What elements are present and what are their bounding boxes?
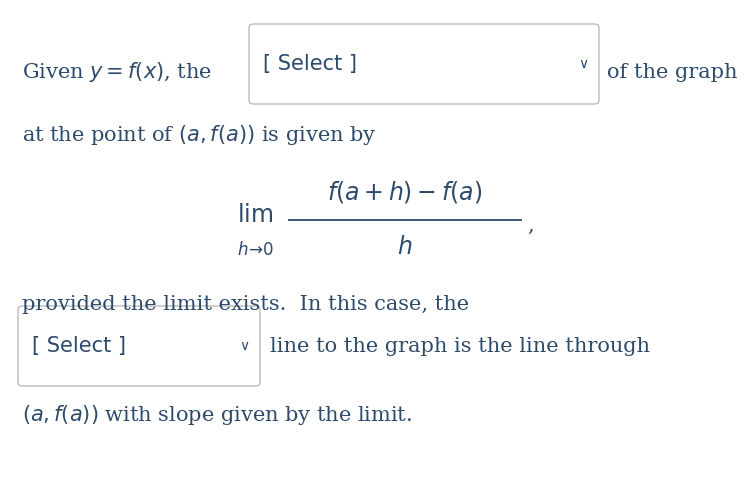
FancyBboxPatch shape — [249, 24, 599, 104]
Text: ,: , — [527, 215, 534, 235]
Text: ∨: ∨ — [578, 57, 588, 71]
Text: of the graph: of the graph — [607, 62, 737, 81]
Text: $\mathrm{lim}$: $\mathrm{lim}$ — [237, 203, 273, 227]
Text: $(a, f(a))$ with slope given by the limit.: $(a, f(a))$ with slope given by the limi… — [22, 403, 412, 427]
FancyBboxPatch shape — [18, 306, 260, 386]
Text: at the point of $(a, f(a))$ is given by: at the point of $(a, f(a))$ is given by — [22, 123, 377, 147]
Text: $h\!\rightarrow\!0$: $h\!\rightarrow\!0$ — [237, 241, 273, 259]
Text: provided the limit exists.  In this case, the: provided the limit exists. In this case,… — [22, 296, 469, 315]
Text: [ Select ]: [ Select ] — [32, 336, 126, 356]
Text: $f(a + h) - f(a)$: $f(a + h) - f(a)$ — [327, 179, 483, 205]
Text: Given $y = f(x)$, the: Given $y = f(x)$, the — [22, 60, 212, 84]
Text: ∨: ∨ — [239, 339, 249, 353]
Text: line to the graph is the line through: line to the graph is the line through — [270, 336, 650, 356]
Text: [ Select ]: [ Select ] — [263, 54, 357, 74]
Text: $h$: $h$ — [397, 237, 413, 259]
